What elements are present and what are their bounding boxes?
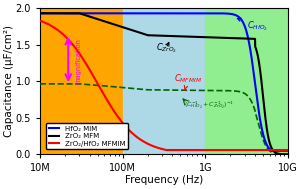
HfO₂ MIM [270, 150, 273, 152]
ZrO₂/HfO₂ MFMIM [255, 149, 258, 151]
HfO₂ MIM [133, 12, 137, 14]
ZrO₂ MFM [144, 33, 148, 36]
Bar [205, 8, 288, 154]
ZrO₂/HfO₂ MFMIM [286, 149, 290, 151]
Line: ZrO₂/HfO₂ MFMIM: ZrO₂/HfO₂ MFMIM [40, 21, 288, 150]
HfO₂ MIM [144, 12, 148, 14]
Legend: HfO₂ MIM, ZrO₂ MFM, ZrO₂/HfO₂ MFMIM: HfO₂ MIM, ZrO₂ MFM, ZrO₂/HfO₂ MFMIM [46, 123, 128, 149]
ZrO₂ MFM [281, 153, 285, 155]
ZrO₂/HfO₂ MFMIM [38, 19, 42, 22]
Text: $(C_{HfO_2}^{-1}+C_{ZrO_2}^{-1})^{-1}$: $(C_{HfO_2}^{-1}+C_{ZrO_2}^{-1})^{-1}$ [184, 100, 234, 111]
HfO₂ MIM [38, 12, 42, 14]
Text: $C_{MFMIM}$: $C_{MFMIM}$ [174, 72, 202, 90]
Line: ZrO₂ MFM: ZrO₂ MFM [40, 13, 288, 154]
ZrO₂/HfO₂ MFMIM [281, 149, 285, 151]
HfO₂ MIM [81, 12, 85, 14]
ZrO₂/HfO₂ MFMIM [133, 134, 137, 137]
Bar [40, 8, 123, 154]
ZrO₂/HfO₂ MFMIM [165, 149, 168, 151]
X-axis label: Frequency (Hz): Frequency (Hz) [125, 175, 203, 185]
ZrO₂ MFM [133, 30, 137, 32]
ZrO₂/HfO₂ MFMIM [81, 58, 85, 60]
Text: magnification: magnification [76, 38, 82, 84]
Y-axis label: Capacitance (μF/cm²): Capacitance (μF/cm²) [4, 25, 14, 137]
Line: HfO₂ MIM: HfO₂ MIM [40, 13, 288, 151]
Bar [123, 8, 205, 154]
HfO₂ MIM [286, 150, 290, 152]
Text: $C_{ZrO_2}$: $C_{ZrO_2}$ [156, 42, 177, 55]
ZrO₂ MFM [66, 12, 70, 14]
Text: $C_{HfO_2}$: $C_{HfO_2}$ [237, 18, 268, 33]
ZrO₂/HfO₂ MFMIM [144, 142, 148, 144]
ZrO₂ MFM [38, 12, 42, 14]
HfO₂ MIM [281, 150, 285, 152]
ZrO₂ MFM [286, 153, 290, 156]
ZrO₂/HfO₂ MFMIM [66, 38, 70, 41]
ZrO₂ MFM [81, 13, 85, 15]
HfO₂ MIM [255, 93, 258, 95]
ZrO₂ MFM [255, 49, 258, 51]
HfO₂ MIM [66, 12, 70, 14]
